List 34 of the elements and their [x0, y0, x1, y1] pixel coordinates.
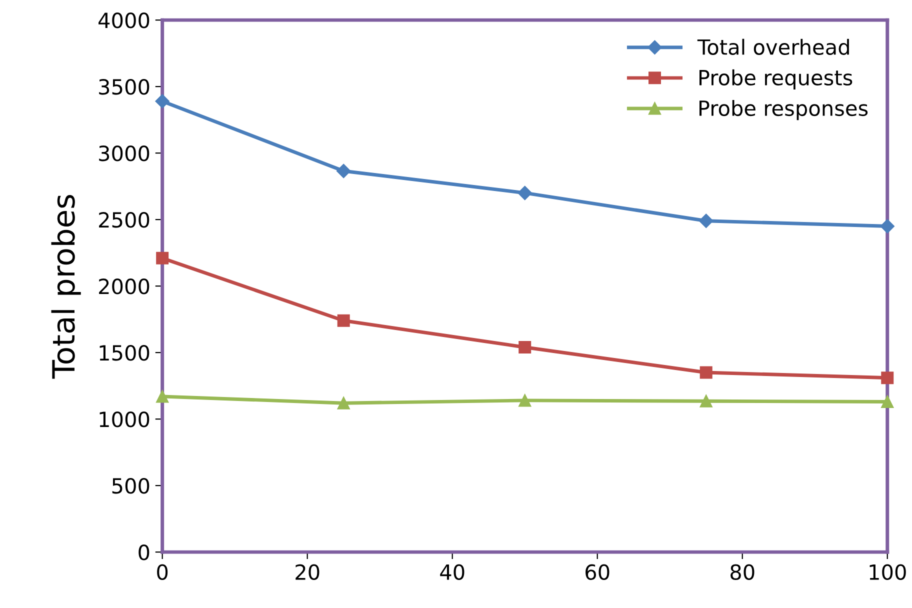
point: [337, 314, 350, 327]
x-tick-label: 100: [870, 564, 906, 580]
point: [156, 252, 169, 264]
y-tick-label: 3500: [99, 79, 150, 95]
y-tick-label: 3000: [99, 146, 150, 162]
legend-label: Total overhead: [697, 38, 849, 55]
x-tick-label: 20: [296, 564, 320, 580]
y-tick-label: 1000: [100, 412, 150, 428]
y-tick-label: 4000: [98, 12, 150, 28]
y-tick-label: 500: [112, 478, 150, 494]
y-axis-title: Total probes: [51, 194, 81, 379]
point: [337, 396, 350, 410]
x-tick-label: 80: [730, 564, 754, 580]
legend-label: Probe requests: [699, 69, 852, 90]
point: [699, 214, 714, 228]
point: [518, 186, 532, 200]
point: [880, 219, 894, 234]
point: [155, 94, 170, 108]
y-tick-label: 1500: [100, 345, 150, 361]
y-tick-label: 0: [138, 544, 150, 560]
point: [156, 390, 169, 403]
point: [700, 394, 712, 408]
point: [336, 164, 351, 178]
point: [518, 340, 532, 354]
legend-label: Probe responses: [699, 100, 868, 120]
x-tick-label: 40: [440, 564, 464, 580]
point: [881, 372, 894, 384]
point: [881, 396, 894, 408]
y-tick-label: 2000: [99, 278, 150, 294]
x-tick-label: 0: [157, 564, 168, 580]
point: [518, 394, 532, 407]
y-tick-label: 2500: [99, 212, 150, 228]
point: [700, 366, 712, 379]
x-tick-label: 60: [586, 564, 610, 580]
